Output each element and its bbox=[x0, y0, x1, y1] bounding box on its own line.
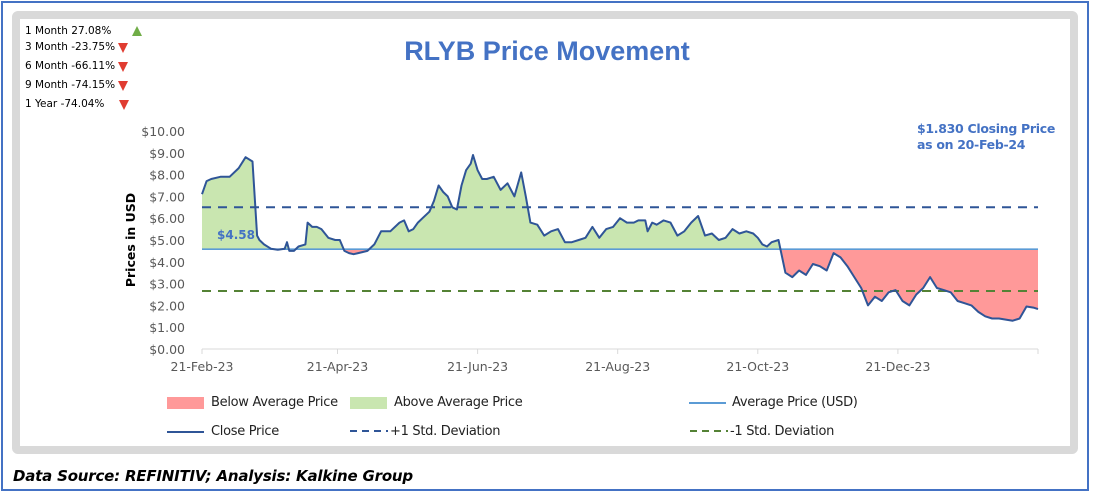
y-tick-label: $1.00 bbox=[149, 320, 185, 335]
legend-below-average: Below Average Price bbox=[211, 395, 338, 410]
y-tick-label: $9.00 bbox=[149, 146, 185, 161]
performance-row: 9 Month -74.15% bbox=[25, 78, 128, 92]
performance-row: 3 Month -23.75% bbox=[25, 40, 128, 54]
legend-swatch-plus-sd bbox=[350, 430, 388, 432]
y-tick-label: $8.00 bbox=[149, 168, 185, 183]
average-price-label: $4.58 bbox=[217, 228, 255, 242]
triangle-down-icon bbox=[119, 100, 129, 110]
x-tick-label: 21-Dec-23 bbox=[865, 359, 930, 374]
performance-label: 6 Month -66.11% bbox=[25, 60, 116, 72]
data-source-footer: Data Source: REFINITIV; Analysis: Kalkin… bbox=[13, 467, 413, 485]
performance-label: 1 Year -74.04% bbox=[25, 98, 105, 110]
below-average-area bbox=[780, 249, 1038, 321]
performance-label: 1 Month 27.08% bbox=[25, 25, 112, 37]
y-tick-label: $4.00 bbox=[149, 255, 185, 270]
above-average-area bbox=[369, 155, 781, 250]
chart-frame bbox=[12, 11, 1078, 454]
y-tick-label: $7.00 bbox=[149, 189, 185, 204]
performance-row: 1 Month 27.08% bbox=[25, 24, 142, 38]
x-tick-label: 21-Feb-23 bbox=[171, 359, 234, 374]
legend-plus-1-sd: +1 Std. Deviation bbox=[390, 424, 501, 439]
y-tick-label: $2.00 bbox=[149, 298, 185, 313]
closing-price-note: $1.830 Closing Price as on 20-Feb-24 bbox=[917, 121, 1055, 153]
x-tick-label: 21-Jun-23 bbox=[447, 359, 508, 374]
performance-row: 6 Month -66.11% bbox=[25, 59, 128, 73]
triangle-down-icon bbox=[118, 81, 128, 91]
legend-minus-1-sd: -1 Std. Deviation bbox=[730, 424, 835, 439]
x-axis-ticks: 21-Feb-23 21-Apr-23 21-Jun-23 21-Aug-23 21-O… bbox=[171, 349, 1039, 374]
closing-price-line1: $1.830 Closing Price bbox=[917, 121, 1056, 136]
legend-swatch-below bbox=[167, 397, 204, 409]
legend-swatch-average bbox=[689, 402, 726, 404]
legend-swatch-close bbox=[167, 431, 204, 433]
close-price-line bbox=[201, 154, 1039, 322]
triangle-down-icon bbox=[118, 62, 128, 72]
closing-price-line2: as on 20-Feb-24 bbox=[917, 137, 1026, 152]
x-tick-label: 21-Oct-23 bbox=[726, 359, 789, 374]
y-tick-label: $6.00 bbox=[149, 211, 185, 226]
chart-title: RLYB Price Movement bbox=[404, 36, 690, 66]
legend-above-average: Above Average Price bbox=[394, 395, 523, 410]
y-tick-label: $5.00 bbox=[149, 233, 185, 248]
y-axis-ticks: $0.00 $1.00 $2.00 $3.00 $4.00 $5.00 $6.00 $7.00… bbox=[141, 124, 185, 357]
triangle-down-icon bbox=[118, 43, 128, 53]
y-axis-label: Prices in USD bbox=[123, 193, 138, 287]
legend-swatch-above bbox=[350, 397, 387, 409]
x-tick-label: 21-Apr-23 bbox=[307, 359, 368, 374]
legend-average-price: Average Price (USD) bbox=[732, 395, 858, 410]
y-tick-label: $10.00 bbox=[141, 124, 185, 139]
x-tick-label: 21-Aug-23 bbox=[585, 359, 650, 374]
performance-label: 9 Month -74.15% bbox=[25, 79, 116, 91]
y-tick-label: $0.00 bbox=[149, 342, 185, 357]
y-tick-label: $3.00 bbox=[149, 277, 185, 292]
legend-swatch-minus-sd bbox=[690, 430, 728, 432]
performance-row: 1 Year -74.04% bbox=[25, 97, 129, 111]
performance-label: 3 Month -23.75% bbox=[25, 41, 116, 53]
triangle-up-icon bbox=[132, 26, 142, 36]
legend-close-price: Close Price bbox=[211, 424, 279, 439]
